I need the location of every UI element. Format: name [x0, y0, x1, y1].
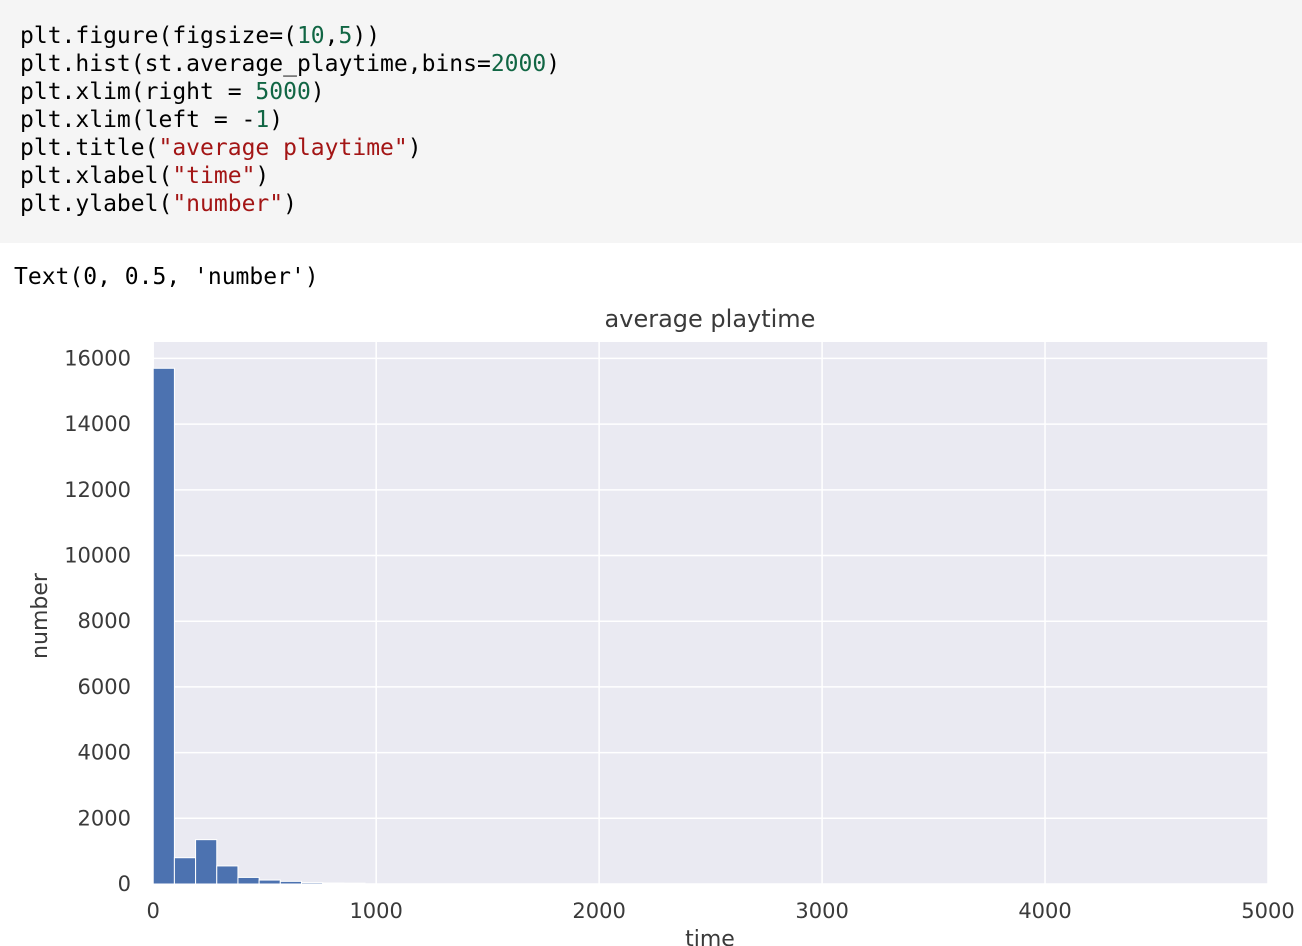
code-line: plt.xlim(right = 5000) [20, 79, 325, 105]
y-tick-label: 14000 [64, 412, 131, 436]
code-token: ) [310, 79, 325, 105]
code-line: plt.xlim(left = -1) [20, 107, 283, 133]
histogram-bar [343, 882, 366, 885]
histogram-bar [195, 839, 218, 885]
code-token: plt.xlabel( [20, 163, 173, 189]
histogram-bar [300, 882, 324, 885]
code-line: plt.figure(figsize=(10,5)) [20, 23, 380, 49]
histogram-bar [216, 865, 239, 885]
x-tick-label: 4000 [1018, 899, 1071, 923]
y-tick-label: 16000 [64, 346, 131, 370]
code-cell[interactable]: plt.figure(figsize=(10,5)) plt.hist(st.a… [0, 0, 1302, 243]
code-line: plt.title("average playtime") [20, 135, 422, 161]
code-line: plt.xlabel("time") [20, 163, 269, 189]
chart-title: average playtime [605, 305, 816, 333]
code-token: 5 [338, 23, 353, 49]
histogram-bar [173, 857, 197, 885]
cell-output-text: Text(0, 0.5, 'number') [14, 264, 319, 290]
code-token: , [324, 23, 339, 49]
histogram-bar [258, 879, 281, 885]
x-axis-label: time [685, 927, 735, 946]
code-token: ) [255, 163, 270, 189]
y-tick-label: 8000 [78, 609, 131, 633]
axis-ticks: 0 1000 2000 3000 4000 5000 0 2000 4000 6000 8000 10… [64, 346, 1295, 923]
code-token: "average playtime" [158, 135, 408, 161]
y-tick-label: 12000 [64, 478, 131, 502]
code-token: 2000 [490, 51, 547, 77]
y-tick-label: 4000 [78, 741, 131, 765]
x-tick-label: 5000 [1241, 899, 1294, 923]
y-tick-label: 10000 [64, 544, 131, 568]
histogram-bar [279, 880, 302, 885]
code-token: ) [407, 135, 422, 161]
y-tick-label: 0 [118, 872, 131, 896]
y-axis-label: number [28, 572, 53, 659]
code-token: plt.title( [20, 135, 159, 161]
x-tick-label: 2000 [572, 899, 625, 923]
code-line: plt.hist(st.average_playtime,bins=2000) [20, 51, 560, 77]
code-token: 10 [296, 23, 325, 49]
histogram-bar [322, 882, 345, 885]
histogram-bar [237, 876, 260, 885]
code-token: 5000 [255, 79, 311, 105]
code-editor[interactable]: plt.figure(figsize=(10,5)) plt.hist(st.a… [20, 22, 560, 218]
x-tick-label: 1000 [349, 899, 402, 923]
histogram-bar [152, 367, 175, 885]
y-tick-label: 6000 [78, 675, 131, 699]
plot-area [152, 342, 1269, 885]
code-token: plt.hist(st.average_playtime,bins= [20, 51, 491, 77]
code-token: plt.ylabel( [20, 191, 173, 217]
code-token: "time" [172, 163, 256, 189]
x-tick-label: 0 [147, 899, 160, 923]
histogram-bars [152, 367, 366, 885]
code-token: ) [546, 51, 561, 77]
plot-background [153, 342, 1268, 884]
code-token: )) [352, 23, 381, 49]
histogram-chart: 0 1000 2000 3000 4000 5000 0 2000 4000 6000 8000 10… [28, 305, 1295, 946]
code-token: plt.xlim(left = - [20, 107, 256, 133]
x-tick-label: 3000 [795, 899, 848, 923]
code-token: ) [269, 107, 284, 133]
code-token: ) [283, 191, 297, 217]
y-tick-label: 2000 [78, 806, 131, 830]
code-token: 1 [255, 107, 270, 133]
code-line: plt.ylabel("number") [20, 191, 297, 217]
code-token: plt.figure(figsize=( [20, 23, 297, 49]
code-token: "number" [172, 191, 284, 217]
code-token: plt.xlim(right = [20, 79, 256, 105]
